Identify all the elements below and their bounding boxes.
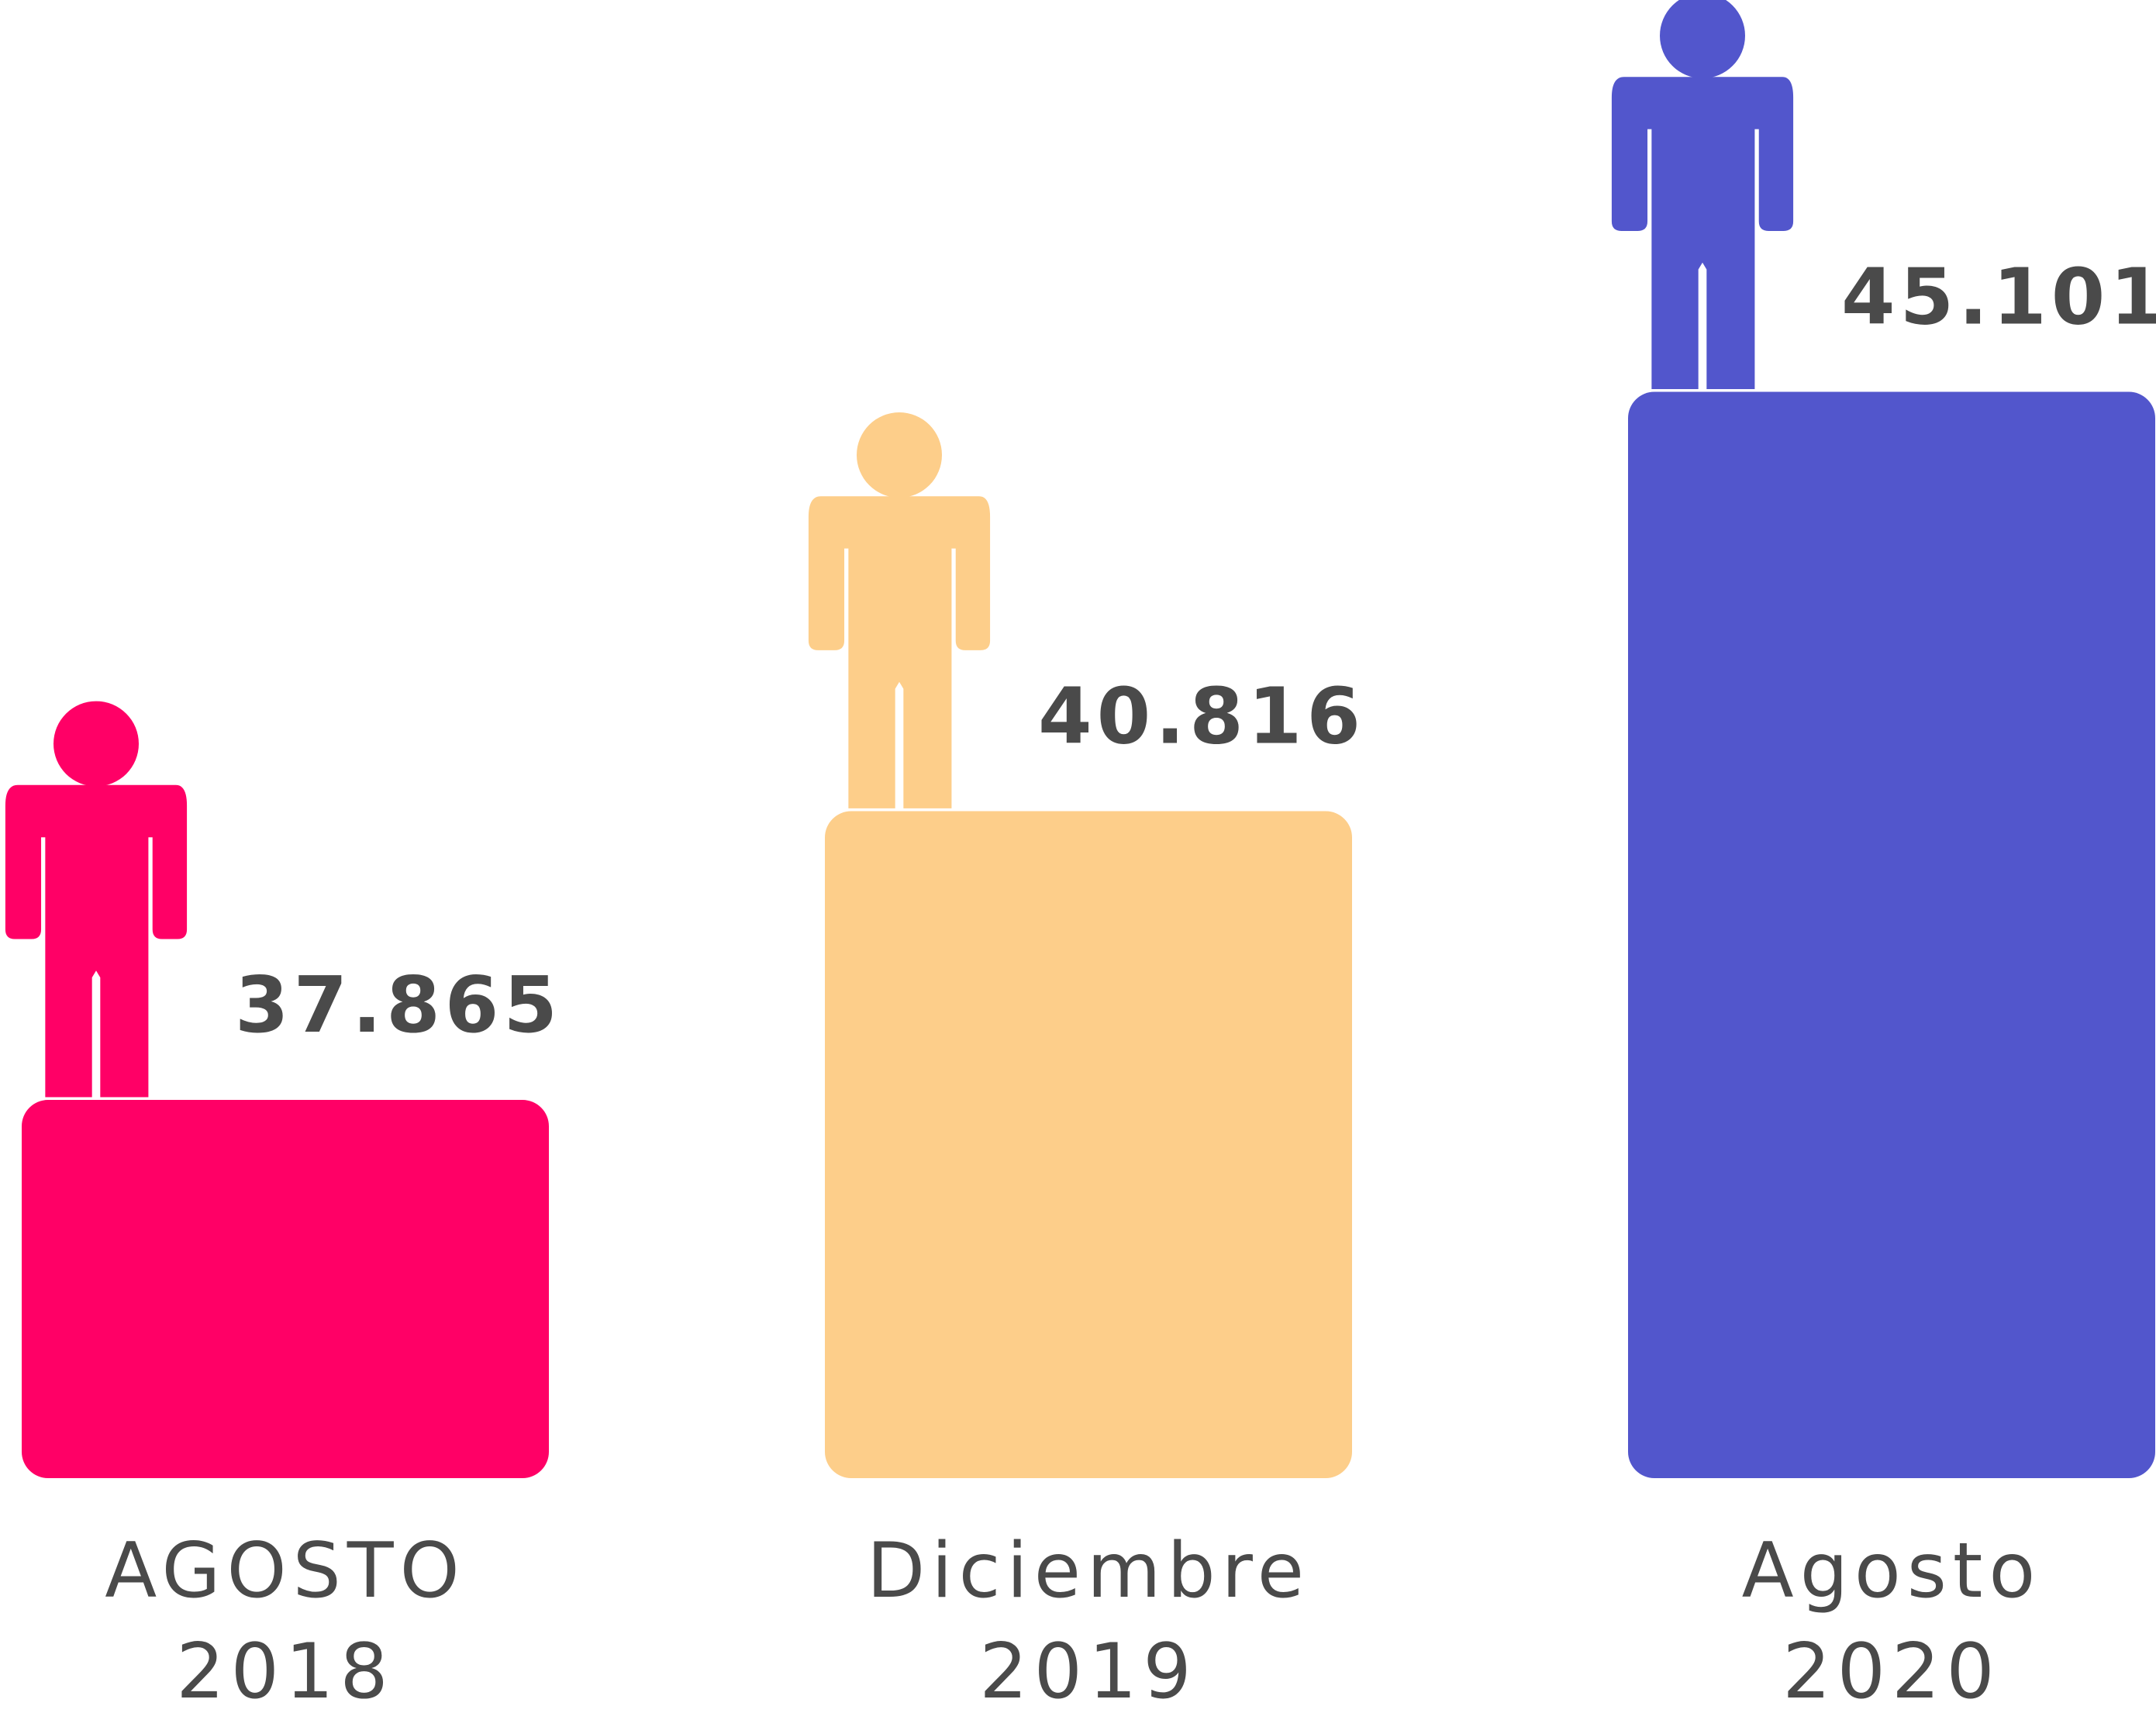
- person-head: [1660, 0, 1745, 79]
- value-label: 40.816: [1038, 670, 1365, 761]
- person-head: [53, 701, 139, 787]
- x-tick-label: Agosto 2020: [1741, 1527, 2042, 1713]
- value-label: 45.101: [1841, 251, 2156, 342]
- person-icon: [808, 412, 991, 808]
- bar: [825, 811, 1352, 1478]
- person-body: [808, 496, 991, 808]
- person-icon: [1611, 0, 1794, 389]
- person-body: [1611, 77, 1794, 389]
- value-label: 37.865: [235, 960, 562, 1050]
- bar: [1628, 391, 2155, 1478]
- person-body: [5, 784, 188, 1098]
- bar: [22, 1100, 549, 1478]
- x-tick-label: AGOSTO 2018: [105, 1527, 466, 1713]
- x-tick-label: Diciembre 2019: [866, 1527, 1311, 1713]
- person-icon: [5, 701, 188, 1098]
- person-head: [857, 412, 942, 498]
